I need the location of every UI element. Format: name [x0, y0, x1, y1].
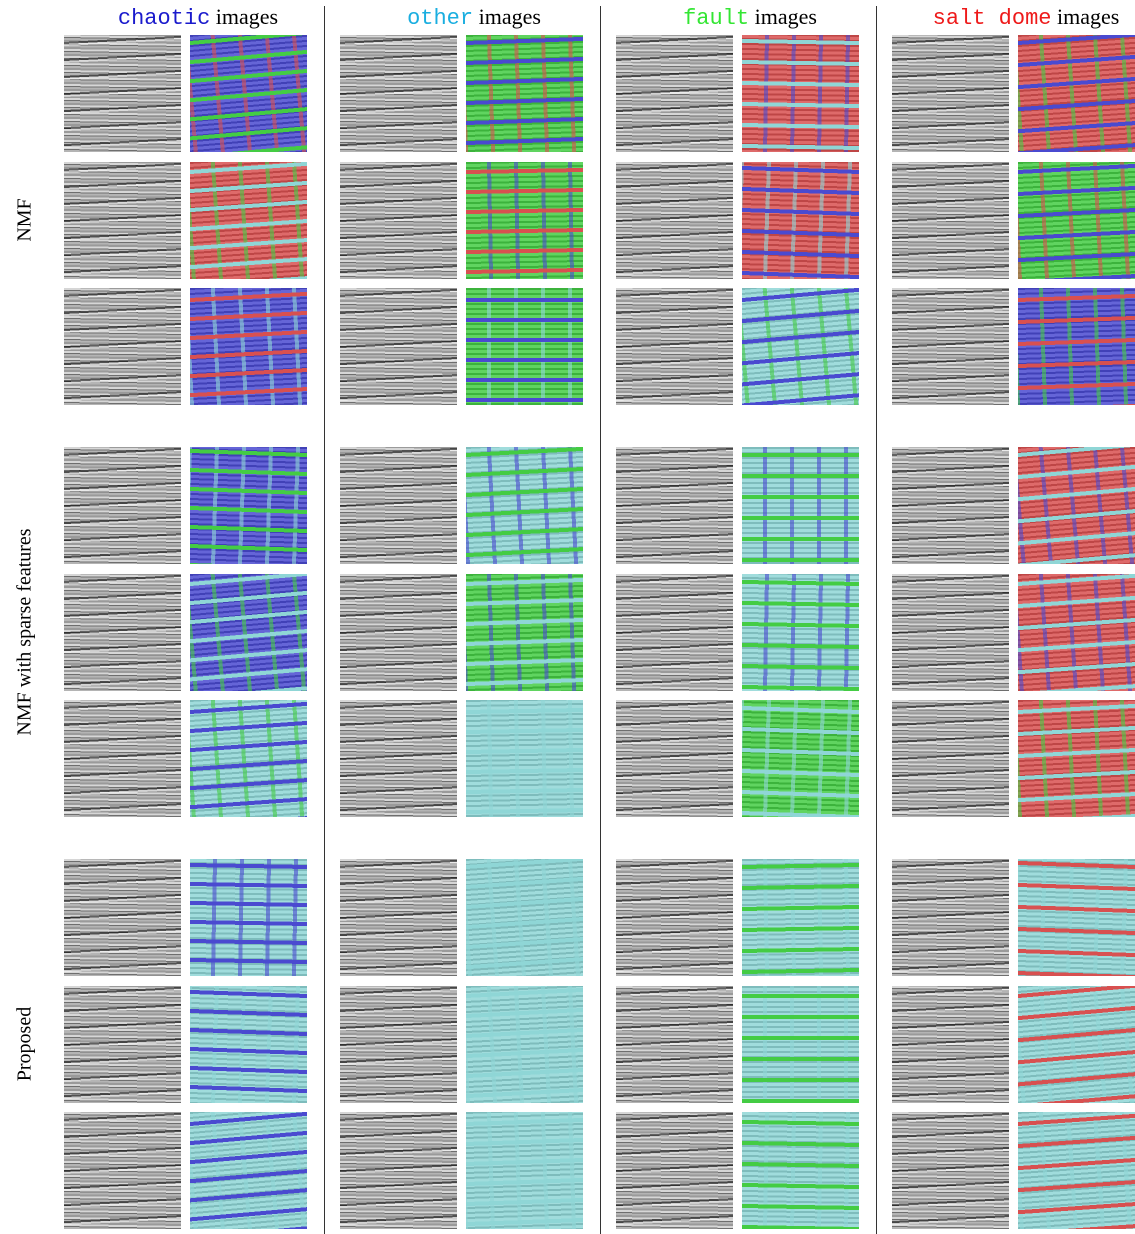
segmentation-image	[466, 574, 583, 691]
header-suffix: images	[216, 4, 278, 29]
segmentation-image	[1018, 859, 1135, 976]
seismic-image	[892, 447, 1009, 564]
seismic-image	[340, 859, 457, 976]
seismic-image	[340, 574, 457, 691]
segmentation-image	[190, 162, 307, 279]
divider	[876, 6, 877, 1234]
segmentation-image	[742, 288, 859, 405]
seismic-image	[892, 859, 1009, 976]
seismic-image	[616, 700, 733, 817]
segmentation-image	[466, 288, 583, 405]
row-label: NMF	[14, 198, 37, 241]
column-header: chaotic images	[60, 4, 336, 31]
column-header: fault images	[612, 4, 888, 31]
segmentation-image	[190, 1112, 307, 1229]
seismic-image	[892, 700, 1009, 817]
seismic-image	[892, 162, 1009, 279]
seismic-image	[340, 162, 457, 279]
segmentation-image	[742, 447, 859, 564]
seismic-image	[64, 859, 181, 976]
seismic-image	[340, 288, 457, 405]
segmentation-image	[466, 1112, 583, 1229]
segmentation-image	[466, 700, 583, 817]
segmentation-image	[1018, 447, 1135, 564]
segmentation-image	[1018, 986, 1135, 1103]
header-suffix: images	[1057, 4, 1119, 29]
seismic-image	[892, 35, 1009, 152]
segmentation-image	[742, 700, 859, 817]
segmentation-image	[742, 574, 859, 691]
segmentation-image	[1018, 700, 1135, 817]
segmentation-image	[190, 35, 307, 152]
seismic-image	[64, 447, 181, 564]
seismic-image	[64, 162, 181, 279]
seismic-image	[616, 986, 733, 1103]
seismic-image	[892, 288, 1009, 405]
segmentation-image	[466, 859, 583, 976]
segmentation-image	[190, 986, 307, 1103]
seismic-image	[340, 447, 457, 564]
seismic-image	[340, 35, 457, 152]
seismic-image	[64, 1112, 181, 1229]
seismic-image	[892, 1112, 1009, 1229]
header-suffix: images	[755, 4, 817, 29]
seismic-image	[64, 574, 181, 691]
seismic-image	[616, 447, 733, 564]
seismic-image	[64, 986, 181, 1103]
seismic-image	[616, 859, 733, 976]
seismic-image	[616, 35, 733, 152]
segmentation-image	[190, 574, 307, 691]
seismic-image	[616, 162, 733, 279]
segmentation-image	[742, 1112, 859, 1229]
segmentation-image	[190, 288, 307, 405]
header-keyword: salt dome	[933, 6, 1052, 31]
segmentation-image	[742, 35, 859, 152]
seismic-image	[616, 288, 733, 405]
segmentation-image	[466, 35, 583, 152]
header-keyword: fault	[683, 6, 749, 31]
row-label: NMF with sparse features	[14, 528, 37, 735]
segmentation-image	[742, 162, 859, 279]
seismic-image	[340, 1112, 457, 1229]
segmentation-image	[190, 700, 307, 817]
segmentation-image	[466, 986, 583, 1103]
column-header: salt dome images	[888, 4, 1135, 31]
segmentation-image	[466, 162, 583, 279]
segmentation-image	[1018, 35, 1135, 152]
seismic-image	[340, 986, 457, 1103]
row-label: Proposed	[14, 1007, 37, 1081]
segmentation-image	[1018, 288, 1135, 405]
seismic-image	[616, 574, 733, 691]
seismic-image	[340, 700, 457, 817]
seismic-image	[64, 35, 181, 152]
seismic-image	[64, 288, 181, 405]
divider	[324, 6, 325, 1234]
segmentation-image	[742, 986, 859, 1103]
segmentation-image	[1018, 574, 1135, 691]
header-suffix: images	[479, 4, 541, 29]
segmentation-image	[1018, 1112, 1135, 1229]
header-keyword: chaotic	[118, 6, 210, 31]
segmentation-image	[1018, 162, 1135, 279]
divider	[600, 6, 601, 1234]
seismic-image	[616, 1112, 733, 1229]
figure: chaotic imagesother imagesfault imagessa…	[0, 0, 1135, 1234]
segmentation-image	[742, 859, 859, 976]
segmentation-image	[190, 447, 307, 564]
seismic-image	[892, 574, 1009, 691]
column-header: other images	[336, 4, 612, 31]
seismic-image	[64, 700, 181, 817]
seismic-image	[892, 986, 1009, 1103]
segmentation-image	[466, 447, 583, 564]
segmentation-image	[190, 859, 307, 976]
header-keyword: other	[407, 6, 473, 31]
